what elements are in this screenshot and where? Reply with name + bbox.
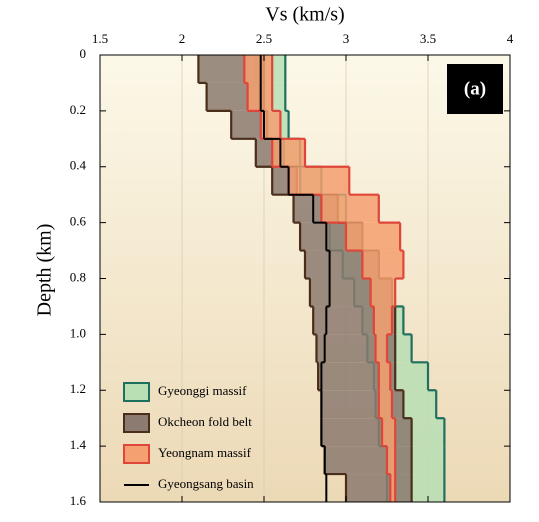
legend-swatch <box>123 382 150 402</box>
y-tick-label: 1.4 <box>70 437 87 452</box>
legend-label: Yeongnam massif <box>158 445 252 460</box>
x-tick-label: 3 <box>343 31 350 46</box>
band-layer <box>260 110 281 139</box>
y-tick-label: 1.0 <box>70 325 86 340</box>
chart-title: Vs (km/s) <box>265 4 344 26</box>
band-layer <box>362 250 404 279</box>
band-layer <box>321 418 412 447</box>
legend-label: Gyeonggi massif <box>158 383 247 398</box>
plot <box>99 55 511 502</box>
x-tick-label: 1.5 <box>92 31 108 46</box>
band-layer <box>244 55 273 83</box>
panel-label: (a) <box>464 78 486 99</box>
x-tick-label: 3.5 <box>420 31 436 46</box>
y-tick-label: 1.2 <box>70 381 86 396</box>
band-layer <box>387 446 396 475</box>
panel-label-box <box>447 64 503 114</box>
band-layer <box>390 474 396 502</box>
x-tick-label: 2 <box>179 31 186 46</box>
band-layer <box>346 222 401 251</box>
legend-label: Gyeongsang basin <box>158 476 254 491</box>
legend-swatch <box>123 413 150 433</box>
x-tick-label: 4 <box>507 31 514 46</box>
y-tick-label: 0.2 <box>70 102 86 117</box>
y-axis-title: Depth (km) <box>34 224 56 317</box>
band-layer <box>375 334 387 363</box>
band-layer <box>321 194 379 223</box>
band-layer <box>378 390 392 419</box>
legend-swatch <box>123 444 150 464</box>
band-layer <box>370 278 396 307</box>
band-layer <box>324 446 412 475</box>
band-layer <box>382 418 396 447</box>
legend-label: Okcheon fold belt <box>158 414 252 429</box>
band-layer <box>288 166 350 195</box>
y-tick-label: 0.6 <box>70 214 87 229</box>
band-layer <box>272 138 305 167</box>
y-tick-label: 0.8 <box>70 269 86 284</box>
x-tick-label: 2.5 <box>256 31 272 46</box>
band-layer <box>346 474 412 502</box>
band-layer <box>373 306 392 335</box>
band-layer <box>378 362 391 391</box>
y-tick-label: 0.4 <box>70 158 87 173</box>
y-tick-label: 0 <box>80 46 87 61</box>
y-tick-label: 1.6 <box>70 493 87 508</box>
